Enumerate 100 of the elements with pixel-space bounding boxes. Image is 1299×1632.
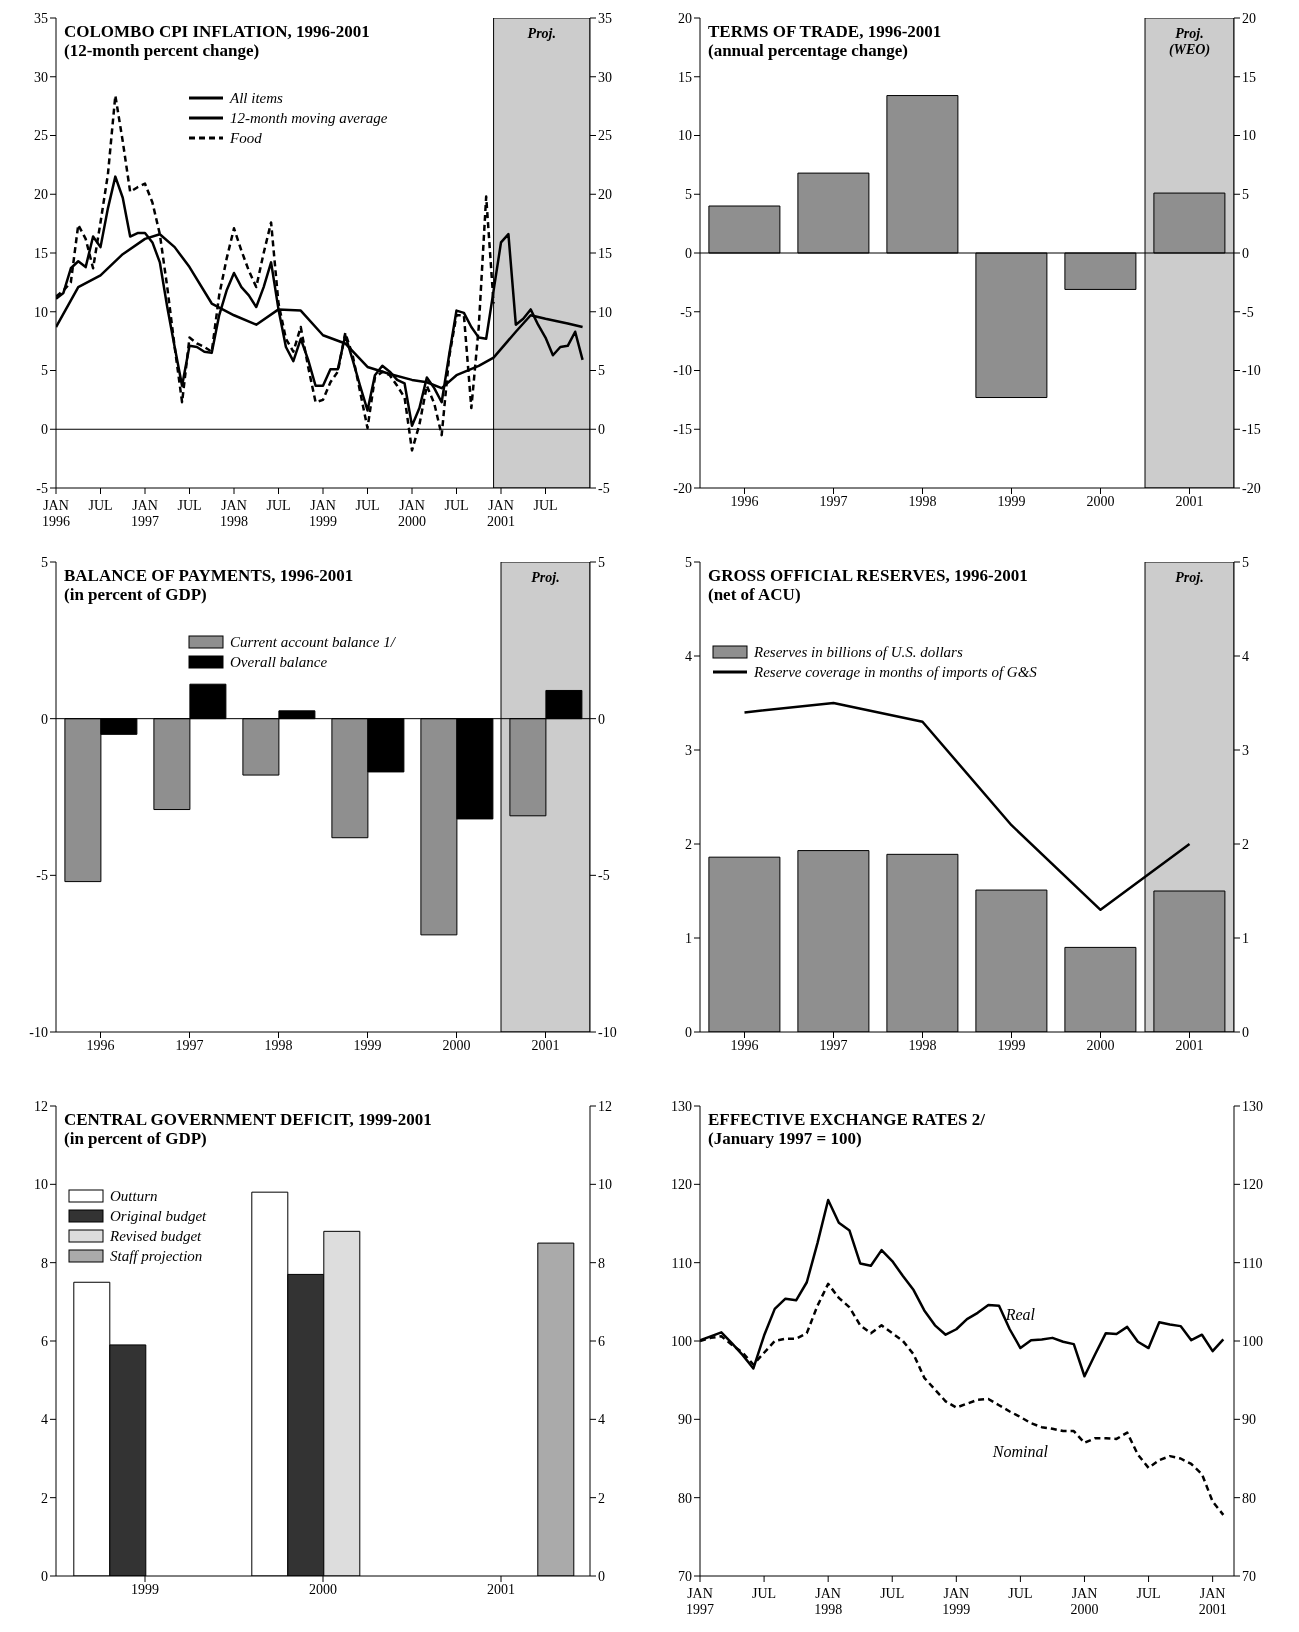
x-tick-label: JAN 1998 — [220, 498, 248, 529]
x-tick-label: 1996 — [730, 1037, 759, 1053]
x-tick-label: JAN 2000 — [1070, 1586, 1099, 1617]
band-label: Proj. (WEO) — [1168, 26, 1211, 58]
y-tick-label: 90 — [678, 1412, 692, 1428]
series-label: Real — [1004, 1306, 1036, 1324]
y-tick-label: 2 — [41, 1490, 48, 1506]
y-tick-label: 8 — [41, 1255, 48, 1271]
y2-tick-label: 8 — [598, 1255, 605, 1271]
legend-label: Current account balance 1/ — [230, 633, 395, 651]
x-tick-label: JUL — [177, 498, 202, 513]
y2-tick-label: 5 — [1242, 554, 1249, 570]
y-tick-label: 1 — [685, 930, 692, 946]
chart-title: TERMS OF TRADE, 1996-2001 — [708, 22, 942, 41]
text: (in percent of GDP) — [64, 585, 208, 604]
y2-tick-label: 5 — [598, 363, 605, 379]
y-tick-label: 20 — [678, 10, 692, 26]
y-tick-label: 0 — [41, 1568, 48, 1584]
y-tick-label: -15 — [673, 422, 692, 438]
legend-label: Outturn — [110, 1187, 158, 1205]
legend-label: Reserves in billions of U.S. dollars — [754, 643, 963, 661]
y-tick-label: 4 — [685, 648, 692, 664]
y2-tick-label: 4 — [1242, 648, 1249, 664]
x-tick-label: JUL — [88, 498, 113, 513]
x-tick-label: 1998 — [264, 1037, 293, 1053]
y-tick-label: 0 — [685, 245, 692, 261]
text: (January 1997 = 100) — [708, 1129, 863, 1148]
x-tick-label: 1998 — [908, 1037, 937, 1053]
x-tick-label: JAN 2000 — [398, 498, 426, 529]
y2-tick-label: 130 — [1242, 1098, 1263, 1114]
x-tick-label: 2000 — [309, 1581, 337, 1597]
y-tick-label: 0 — [41, 711, 48, 727]
y2-tick-label: 0 — [1242, 1024, 1249, 1040]
y-tick-label: 5 — [685, 554, 692, 570]
x-tick-label: 2001 — [1175, 493, 1204, 509]
y2-tick-label: -5 — [598, 868, 610, 884]
x-tick-label: JUL — [1008, 1586, 1033, 1601]
y-tick-label: -20 — [673, 480, 692, 496]
y-tick-label: 20 — [34, 187, 48, 203]
y2-tick-label: -5 — [598, 480, 610, 496]
x-tick-label: JAN 1997 — [686, 1586, 714, 1617]
x-tick-label: 1998 — [908, 493, 937, 509]
y2-tick-label: 100 — [1242, 1333, 1263, 1349]
y2-tick-label: 120 — [1242, 1177, 1263, 1193]
y2-tick-label: 25 — [598, 128, 612, 144]
y-tick-label: 0 — [41, 422, 48, 438]
y-tick-label: 0 — [685, 1024, 692, 1040]
y2-tick-label: -10 — [598, 1024, 617, 1040]
y2-tick-label: 12 — [598, 1098, 612, 1114]
y-tick-label: 25 — [34, 128, 48, 144]
y-tick-label: 110 — [671, 1255, 692, 1271]
x-tick-label: 1997 — [819, 493, 848, 509]
y2-tick-label: 6 — [598, 1333, 605, 1349]
y2-tick-label: 0 — [598, 422, 605, 438]
y-tick-label: -10 — [29, 1024, 48, 1040]
x-tick-label: 2000 — [1086, 493, 1115, 509]
x-tick-label: 2000 — [1086, 1037, 1115, 1053]
x-tick-label: 2001 — [1175, 1037, 1204, 1053]
legend-label: Food — [230, 129, 262, 147]
y-tick-label: 130 — [671, 1098, 692, 1114]
x-tick-label: 1996 — [730, 493, 759, 509]
x-tick-label: 2001 — [487, 1581, 515, 1597]
y-tick-label: 5 — [41, 554, 48, 570]
x-tick-label: JUL — [444, 498, 469, 513]
y-tick-label: 6 — [41, 1333, 48, 1349]
y2-tick-label: -5 — [1242, 304, 1254, 320]
y2-tick-label: 5 — [598, 554, 605, 570]
y2-tick-label: 2 — [598, 1490, 605, 1506]
y2-tick-label: 5 — [1242, 187, 1249, 203]
chart-title: CENTRAL GOVERNMENT DEFICIT, 1999-2001 — [64, 1110, 432, 1129]
legend-label: Reserve coverage in months of imports of G&S — [754, 663, 1037, 681]
x-tick-label: JUL — [1136, 1586, 1161, 1601]
y2-tick-label: 30 — [598, 69, 612, 85]
y2-tick-label: 20 — [598, 187, 612, 203]
x-tick-label: JUL — [355, 498, 380, 513]
y-tick-label: -5 — [36, 480, 48, 496]
x-tick-label: 1997 — [175, 1037, 204, 1053]
y2-tick-label: 110 — [1242, 1255, 1263, 1271]
band-label: Proj. — [1175, 570, 1204, 585]
y2-tick-label: -15 — [1242, 422, 1261, 438]
x-tick-label: JAN 1998 — [814, 1586, 843, 1617]
x-tick-label: 2000 — [442, 1037, 471, 1053]
chart-title: BALANCE OF PAYMENTS, 1996-2001 — [64, 566, 354, 585]
y2-tick-label: 1 — [1242, 930, 1249, 946]
x-tick-label: JAN 1996 — [42, 498, 70, 529]
y2-tick-label: 3 — [1242, 742, 1249, 758]
y2-tick-label: 0 — [598, 711, 605, 727]
y-tick-label: 80 — [678, 1490, 692, 1506]
y2-tick-label: 2 — [1242, 836, 1249, 852]
band-label: Proj. — [527, 26, 556, 41]
y-tick-label: 10 — [34, 304, 48, 320]
y-tick-label: -5 — [36, 868, 48, 884]
band-label: Proj. — [531, 570, 560, 585]
legend-label: Staff projection — [110, 1247, 203, 1265]
x-tick-label: JUL — [752, 1586, 777, 1601]
legend-label: All items — [230, 89, 283, 107]
y-tick-label: 15 — [678, 69, 692, 85]
x-tick-label: JAN 2001 — [1198, 1586, 1227, 1617]
y2-tick-label: -10 — [1242, 363, 1261, 379]
text: (12-month percent change) — [64, 41, 261, 60]
